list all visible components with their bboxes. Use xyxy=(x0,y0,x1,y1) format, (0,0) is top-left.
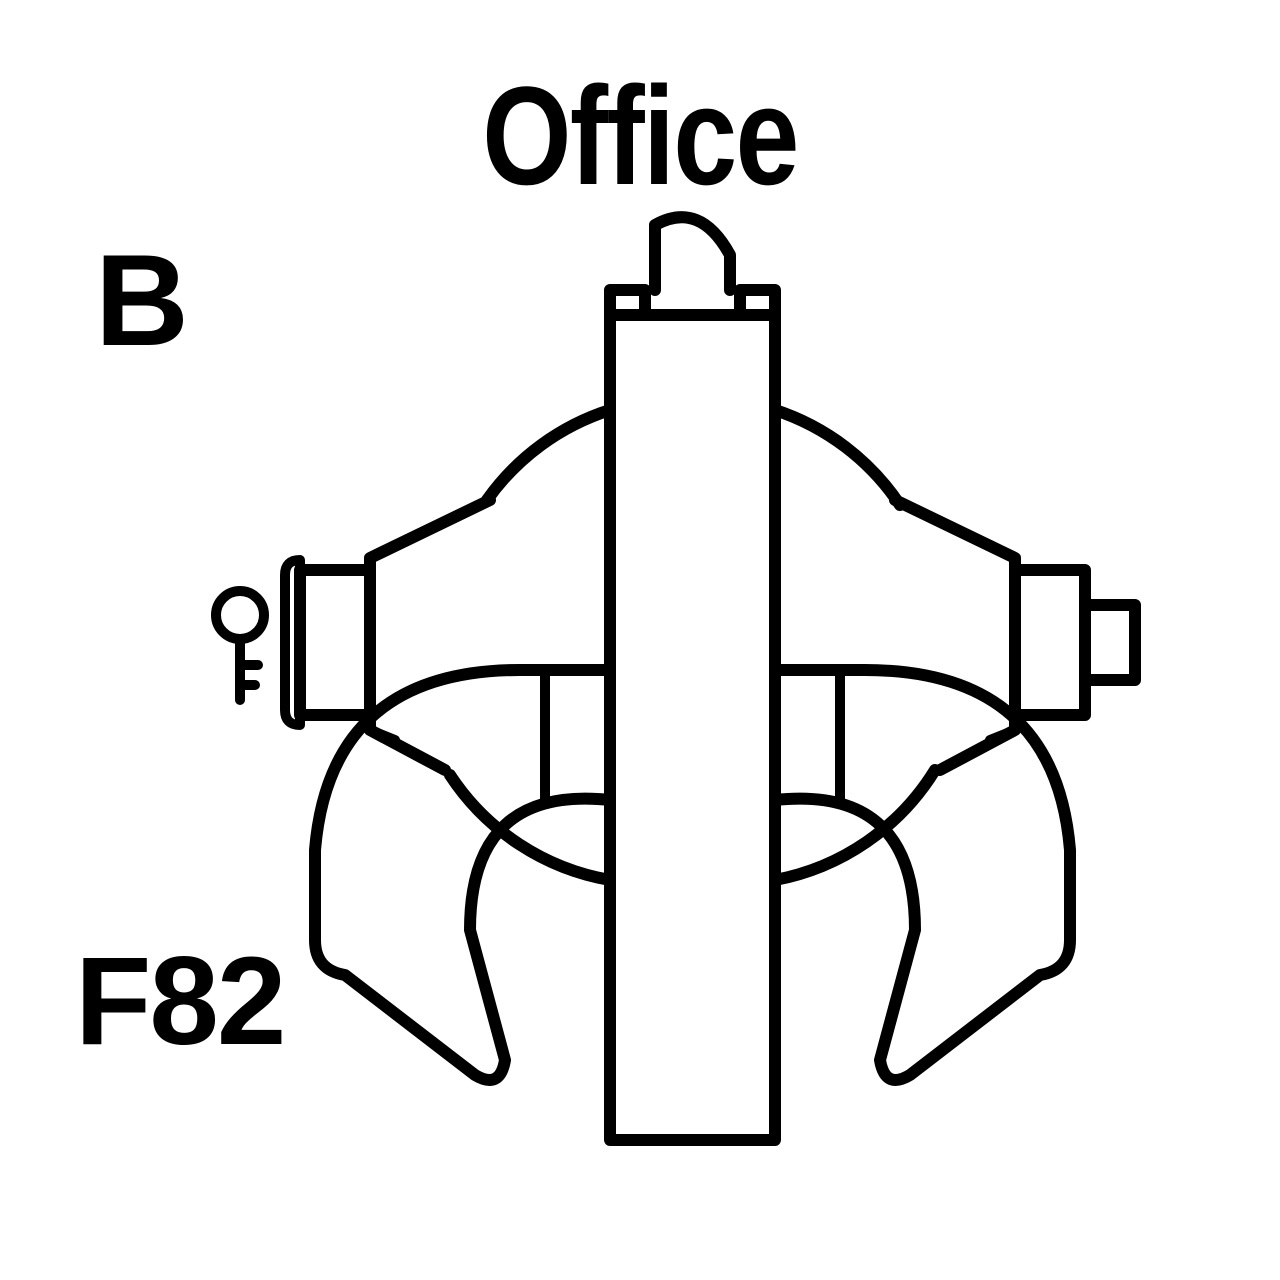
left-neck xyxy=(370,500,490,770)
left-cylinder xyxy=(300,570,370,715)
right-neck xyxy=(895,500,1015,770)
thumbturn xyxy=(655,217,730,290)
left-lever xyxy=(315,670,610,1080)
key-icon xyxy=(216,591,264,700)
lock-diagram xyxy=(0,0,1280,1280)
right-lever xyxy=(775,670,1070,1080)
right-cylinder xyxy=(1015,570,1085,715)
rose-arc-top-right xyxy=(775,410,900,505)
latch-bolt xyxy=(1085,605,1135,680)
door-body xyxy=(610,315,775,1140)
rose-arc-top-left xyxy=(487,410,610,500)
